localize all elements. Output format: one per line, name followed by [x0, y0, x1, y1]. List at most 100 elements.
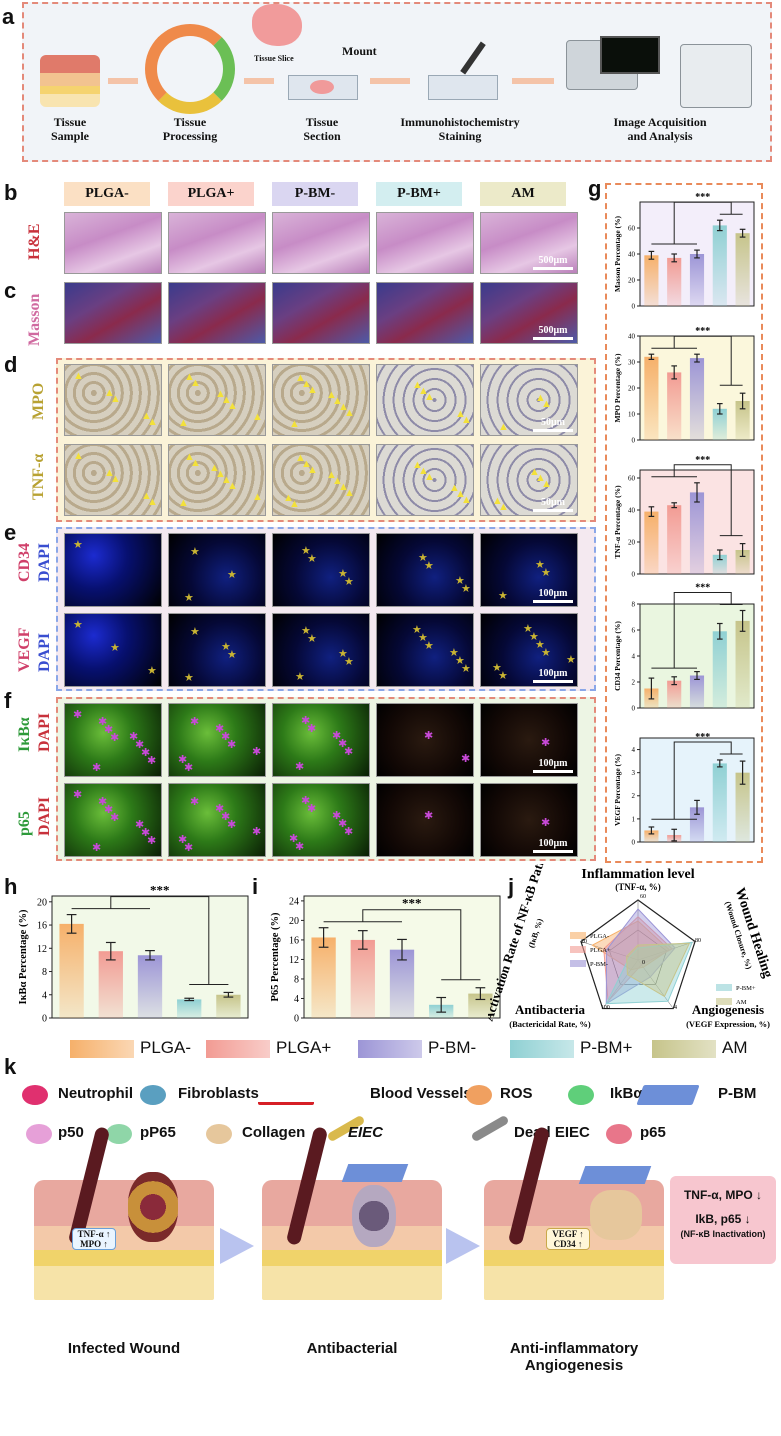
stage-label-angiogenesis: Anti-inflammatory Angiogenesis [509, 1340, 639, 1374]
marker-icon: ▲ [178, 417, 189, 429]
significance-label: *** [695, 192, 710, 203]
column-header-p-bm+: P-BM+ [376, 182, 462, 206]
scale-bar-line [533, 429, 573, 432]
bar-p-bm+ [712, 554, 727, 574]
marker-icon: ▲ [178, 497, 189, 509]
y-tick-label: 60 [628, 474, 636, 482]
scale-bar-label: 100μm [538, 668, 568, 679]
marker-icon: ✱ [289, 833, 299, 845]
bar-plga+ [350, 939, 375, 1018]
column-header-plga+: PLGA+ [168, 182, 254, 206]
y-tick-label: 0 [632, 302, 636, 310]
chart-h: 0 4 8 12 16 20 *** IκBα Percentage (%) [18, 883, 249, 1025]
bar-am [216, 994, 241, 1018]
significance-label: *** [402, 896, 422, 911]
bar-plga+ [667, 505, 682, 574]
radar-legend-swatch [570, 960, 586, 967]
marker-icon: ★ [412, 624, 422, 636]
marker-icon: ▲ [455, 408, 466, 420]
tissue-slice-label: Tissue Slice [254, 54, 294, 63]
micrograph-c-am: 500μm [480, 282, 578, 344]
marker-icon: ▲ [535, 472, 546, 484]
marker-icon: ▲ [301, 378, 312, 390]
marker-icon: ▲ [110, 473, 121, 485]
scale-bar-label: 500μm [538, 255, 568, 266]
marker-icon: ▲ [498, 501, 509, 513]
marker-icon: ▲ [73, 370, 84, 382]
micrograph-e2-am: ★ ★ ★ ★ ★ ★ ★ 100μm [480, 613, 578, 687]
sig-bracket [362, 909, 462, 980]
step-tissue-processing: Tissue Processing [162, 115, 218, 144]
marker-icon: ✱ [73, 709, 83, 721]
y-axis-label: VEGF Percentage (%) [613, 753, 622, 826]
marker-icon: ▲ [221, 474, 232, 486]
bar-p-bm+ [712, 763, 727, 842]
scale-bar: 50μm [533, 417, 573, 432]
radar-legend-swatch [716, 984, 732, 991]
marker-icon: ▲ [141, 490, 152, 502]
marker-icon: ★ [184, 672, 194, 684]
marker-icon: ▲ [215, 468, 226, 480]
marker-icon: ★ [344, 576, 354, 588]
radar-tick-label: 80 [695, 938, 701, 944]
marker-icon: ▲ [344, 407, 355, 419]
radar-legend-label: P-BM- [590, 961, 608, 968]
bar-plga+ [667, 680, 682, 708]
marker-icon: ▲ [295, 452, 306, 464]
row-label-ikba-dapi: DAPI [36, 712, 53, 752]
marker-icon: ✱ [178, 754, 188, 766]
outcome-box: TNF-α, MPO ↓ IkB, p65 ↓ (NF-κB Inactivat… [670, 1176, 776, 1264]
micrograph-c-p-bm- [272, 282, 370, 344]
bar-p-bm+ [712, 631, 727, 708]
marker-icon: ▲ [215, 388, 226, 400]
micrograph-f1-am: ✱ 100μm [480, 703, 578, 777]
micrograph-d1-plga-: ▲ ▲ ▲ ▲ ▲ [64, 364, 162, 436]
marker-icon: ★ [301, 545, 311, 557]
micrograph-f1-p-bm+: ✱ ✱ [376, 703, 474, 777]
row-label-masson: Masson [26, 293, 43, 346]
y-tick-label: 40 [628, 250, 636, 258]
marker-icon: ✱ [295, 761, 305, 773]
y-tick-label: 20 [628, 276, 636, 284]
row-label-p65-dapi: DAPI [36, 796, 53, 836]
sem-illustration [680, 44, 752, 108]
marker-icon: ✱ [338, 738, 348, 750]
radar-axis-sub: (VEGF Expression, %) [686, 1019, 770, 1029]
marker-icon: ✱ [221, 811, 231, 823]
micrograph-d2-p-bm-: ▲ ▲ ▲ ▲ ▲ ▲ ▲ ▲ ▲ [272, 444, 370, 516]
y-tick-label: 20 [628, 384, 636, 392]
radar-axis-title: Activation Rate of NF-κB Pathway [488, 864, 555, 1023]
radar-tick-label: 0 [642, 960, 645, 966]
radar-series-am [626, 942, 691, 998]
scale-bar: 500μm [533, 325, 573, 340]
marker-icon: ✱ [227, 739, 237, 751]
step-image-acquisition: Image Acquisition and Analysis [613, 115, 707, 144]
marker-icon: ✱ [104, 804, 114, 816]
marker-icon: ▲ [412, 379, 423, 391]
marker-icon: ★ [424, 640, 434, 652]
bar-p-bm- [389, 949, 415, 1018]
stage-arrow-icon [446, 1228, 480, 1264]
scale-bar-label: 100μm [538, 758, 568, 769]
micrograph-e1-p-bm-: ★ ★ ★ ★ [272, 533, 370, 607]
y-axis-label: P65 Percentage (%) [270, 912, 281, 1002]
y-tick-label: 20 [628, 538, 636, 546]
scale-bar-line [533, 770, 573, 773]
scale-bar-line [533, 680, 573, 683]
marker-icon: ✱ [252, 746, 262, 758]
y-tick-label: 10 [628, 410, 636, 418]
radar-axis-title: Inflammation level [581, 867, 694, 882]
marker-icon: ✱ [344, 746, 354, 758]
bar-plga- [59, 923, 84, 1018]
marker-icon: ★ [566, 654, 576, 666]
micrograph-f2-p-bm+: ✱ [376, 783, 474, 857]
marker-icon: ▲ [190, 377, 201, 389]
marker-icon: ✱ [92, 762, 102, 774]
pbm-patch [578, 1166, 652, 1184]
micrograph-d2-am: ▲ ▲ ▲ ▲ ▲ 50μm [480, 444, 578, 516]
marker-icon: ▲ [326, 389, 337, 401]
marker-icon: ★ [190, 626, 200, 638]
micrograph-f1-plga+: ✱ ✱ ✱ ✱ ✱ ✱ ✱ [168, 703, 266, 777]
legend-pbm-label: P-BM [718, 1085, 757, 1102]
stage-antibacterial-skin [262, 1180, 442, 1300]
